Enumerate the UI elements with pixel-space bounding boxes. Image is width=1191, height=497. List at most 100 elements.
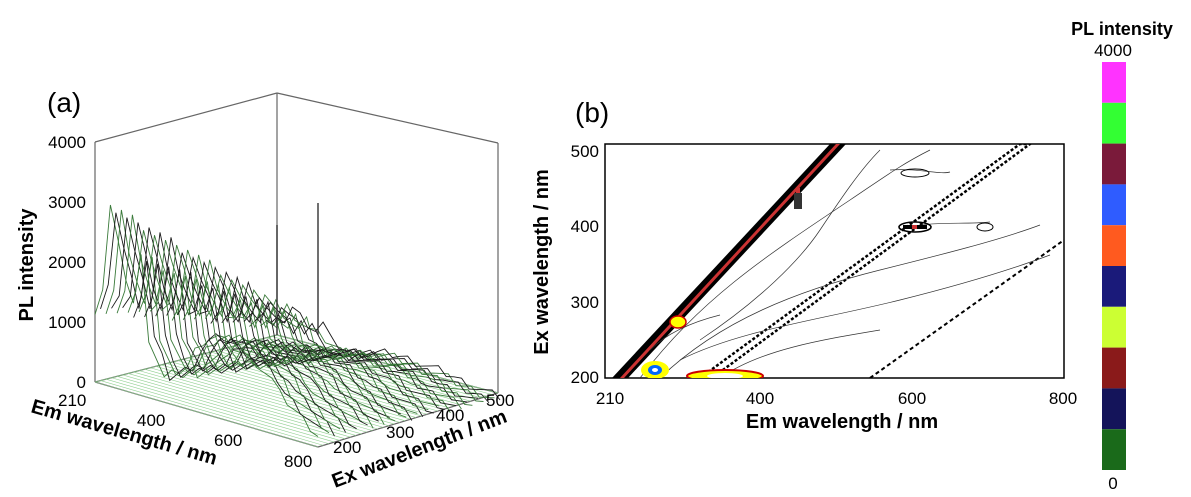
floor-line	[210, 351, 433, 413]
y-tick: 200	[571, 368, 599, 387]
contour-x-axis-label: Em wavelength / nm	[746, 411, 938, 433]
ex-tick: 200	[333, 438, 361, 457]
colorbar-title: PL intensity	[1071, 19, 1173, 39]
waterfall-trace	[215, 278, 440, 407]
z-tick: 4000	[48, 133, 86, 152]
y-tick: 400	[571, 217, 599, 236]
waterfall-trace	[155, 237, 379, 422]
waterfall-trace	[254, 301, 478, 399]
contour-y-tick-labels: 500 400 300 200	[571, 142, 599, 387]
colorbar-segment	[1102, 62, 1126, 103]
colorbar-segment	[1102, 143, 1126, 185]
colorbar-segment	[1102, 225, 1126, 266]
hotspot	[898, 168, 994, 233]
waterfall-traces	[94, 204, 501, 437]
waterfall-trace	[100, 212, 324, 430]
floor-line	[265, 337, 488, 397]
waterfall-trace	[204, 273, 429, 411]
colorbar-segment	[1102, 388, 1126, 430]
z-tick: 3000	[48, 193, 86, 212]
floor-line	[199, 354, 422, 417]
floor-line	[183, 358, 406, 422]
colorbar: PL intensity 4000 0	[1071, 19, 1173, 493]
fine-contours	[639, 149, 1051, 378]
spikes	[276, 203, 319, 335]
floor-line	[139, 370, 362, 435]
waterfall-trace	[243, 296, 467, 403]
z-axis-label: PL intensity	[16, 208, 38, 322]
z-tick: 2000	[48, 253, 86, 272]
floor-line	[221, 348, 444, 410]
y-tick: 500	[571, 142, 599, 161]
hotspot	[669, 315, 687, 329]
floor-hatching	[94, 334, 499, 448]
waterfall-trace	[166, 252, 390, 418]
panel-b: (b)	[531, 97, 1077, 433]
colorbar-segment	[1102, 266, 1126, 307]
floor-line	[161, 364, 384, 428]
z-tick-labels: 4000 3000 2000 1000 0	[48, 133, 86, 392]
x-tick: 800	[1049, 389, 1077, 408]
floor-line	[249, 341, 471, 402]
floor-line	[100, 380, 324, 446]
contour-x-tick-labels: 210 400 600 800	[596, 389, 1077, 408]
colorbar-max-label: 4000	[1094, 41, 1132, 60]
colorbar-segments	[1102, 62, 1126, 470]
waterfall-trace	[265, 306, 490, 404]
contour-region	[612, 144, 1064, 378]
em-tick-labels: 210 400 600 800	[58, 391, 312, 471]
waterfall-trace	[260, 298, 484, 402]
colorbar-segment	[1102, 184, 1126, 226]
y-tick: 300	[571, 293, 599, 312]
waterfall-trace	[144, 232, 368, 426]
floor-line	[166, 363, 389, 427]
floor-line	[128, 373, 351, 438]
colorbar-segment	[1102, 306, 1126, 348]
floor-line	[94, 381, 319, 448]
colorbar-min-label: 0	[1108, 474, 1117, 492]
panel-a-label: (a)	[47, 87, 81, 118]
waterfall-trace	[276, 306, 501, 401]
hotspot	[641, 361, 669, 378]
waterfall-trace	[221, 275, 445, 410]
colorbar-segment	[1102, 429, 1126, 470]
panel-a: (a) 4000 3000 20	[16, 87, 514, 493]
ex-tick: 400	[436, 406, 464, 425]
z-tick: 1000	[48, 313, 86, 332]
z-tick: 0	[77, 373, 86, 392]
em-tick: 800	[284, 452, 312, 471]
floor-line	[133, 371, 357, 436]
waterfall-trace	[138, 235, 363, 422]
waterfall-trace	[133, 227, 357, 430]
floor-line	[122, 374, 346, 440]
x-tick: 210	[596, 389, 624, 408]
waterfall-trace	[199, 265, 424, 418]
rayleigh-line	[869, 239, 1064, 378]
em-tick: 210	[58, 391, 86, 410]
colorbar-segment	[1102, 347, 1126, 389]
floor-line	[188, 357, 411, 420]
waterfall-trace	[193, 259, 418, 414]
waterfall-trace	[149, 239, 374, 429]
x-tick: 400	[746, 389, 774, 408]
em-tick: 400	[137, 411, 165, 430]
waterfall-trace	[127, 230, 352, 426]
colorbar-segment	[1102, 102, 1126, 144]
contour-plot-frame	[604, 143, 1065, 379]
ex-tick-labels: 200 300 400 500	[333, 391, 514, 457]
ex-tick: 500	[486, 391, 514, 410]
ex-tick: 300	[386, 423, 414, 442]
hotspot	[686, 369, 764, 378]
floor-line	[155, 366, 379, 430]
floor-line	[150, 367, 373, 431]
floor-line	[172, 361, 395, 425]
panel-b-label: (b)	[575, 97, 609, 128]
floor-line	[116, 376, 340, 441]
waterfall-trace	[171, 249, 396, 422]
floor-line	[105, 378, 329, 445]
x-tick: 600	[898, 389, 926, 408]
hotspot	[794, 188, 802, 209]
em-tick: 600	[214, 431, 242, 450]
contour-y-axis-label: Ex wavelength / nm	[531, 169, 553, 355]
